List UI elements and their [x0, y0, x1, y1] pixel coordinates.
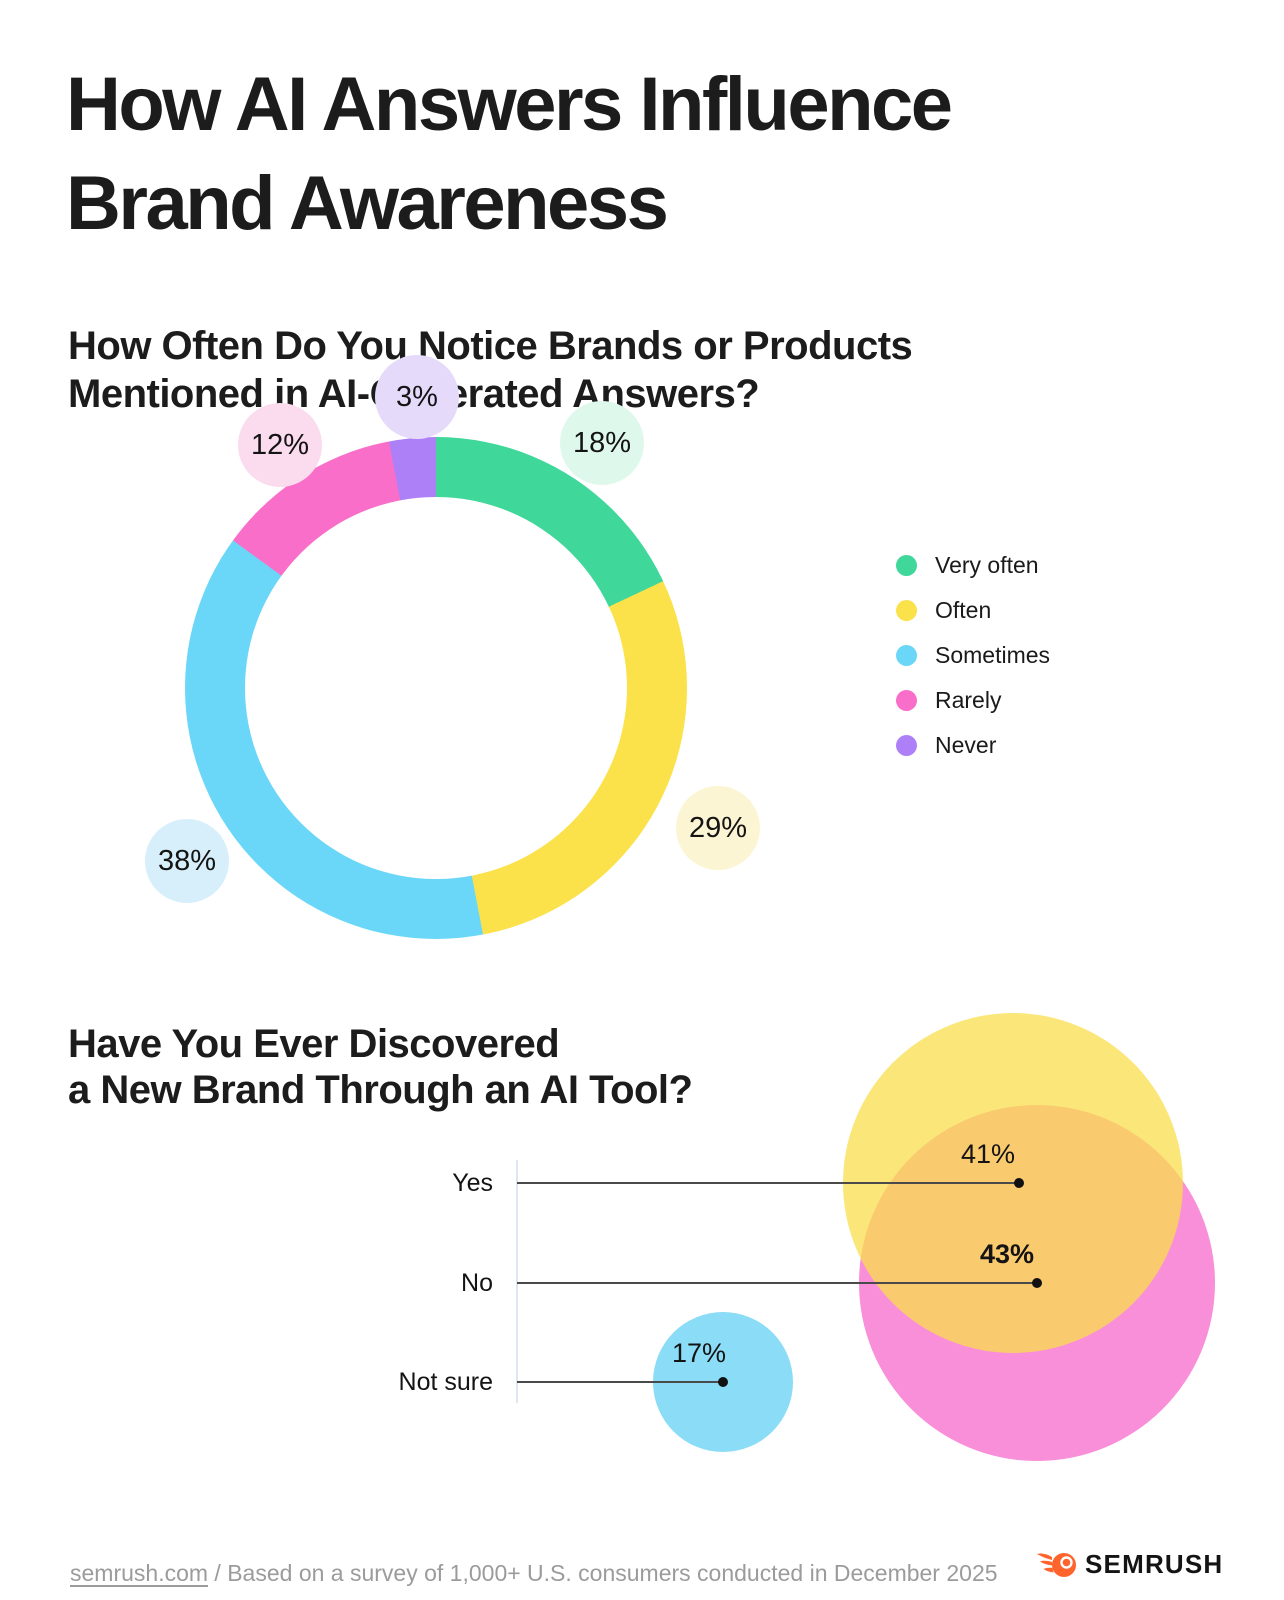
- legend-label: Sometimes: [935, 641, 1051, 668]
- source-note: / Based on a survey of 1,000+ U.S. consu…: [208, 1560, 998, 1586]
- donut-callout-never: 3%: [375, 355, 459, 439]
- row-label-no: No: [461, 1269, 493, 1297]
- legend-dot-icon: [896, 689, 917, 711]
- donut-callout-value: 3%: [396, 380, 438, 413]
- legend-label: Rarely: [935, 686, 1002, 713]
- source-attribution: semrush.com / Based on a survey of 1,000…: [70, 1560, 998, 1587]
- row-connector-yes: [517, 1182, 1019, 1184]
- row-dot-yes: [1014, 1178, 1024, 1188]
- legend-item-very-often: Very often: [896, 551, 1050, 578]
- legend-label: Often: [935, 596, 992, 623]
- page-title: How AI Answers Influence Brand Awareness: [66, 62, 953, 246]
- donut-callout-value: 12%: [250, 428, 310, 461]
- donut-chart: [185, 437, 687, 939]
- donut-section-heading: How Often Do You Notice Brands or Produc…: [68, 324, 913, 416]
- row-label-not-sure: Not sure: [398, 1368, 493, 1396]
- bubble-axis: [516, 1160, 518, 1403]
- row-connector-not-sure: [517, 1381, 723, 1383]
- legend-item-rarely: Rarely: [896, 686, 1050, 713]
- row-connector-no: [517, 1282, 1037, 1284]
- donut-callout-value: 18%: [572, 426, 632, 459]
- legend-label: Never: [935, 731, 997, 758]
- donut-callout-sometimes: 38%: [145, 819, 229, 903]
- semrush-logo-text: SEMRUSH: [1085, 1549, 1224, 1579]
- legend-dot-icon: [896, 734, 917, 756]
- bubble-section-heading: Have You Ever Discovered a New Brand Thr…: [68, 1022, 693, 1112]
- legend-item-never: Never: [896, 731, 1050, 758]
- legend-item-often: Often: [896, 596, 1050, 623]
- donut-hole: [245, 497, 627, 879]
- semrush-logo: SEMRUSH: [1036, 1549, 1223, 1580]
- semrush-flame-icon: [1037, 1552, 1076, 1577]
- row-value-no: 43%: [979, 1239, 1035, 1269]
- row-value-yes: 41%: [960, 1139, 1016, 1169]
- legend-item-sometimes: Sometimes: [896, 641, 1051, 668]
- legend-label: Very often: [935, 551, 1039, 578]
- donut-callout-value: 38%: [157, 844, 217, 877]
- row-dot-no: [1032, 1278, 1042, 1288]
- donut-legend: Very often Often Sometimes Rarely Never: [896, 551, 1051, 758]
- donut-callout-value: 29%: [688, 811, 748, 844]
- legend-dot-icon: [896, 644, 917, 666]
- row-value-not-sure: 17%: [671, 1338, 727, 1368]
- donut-callout-rarely: 12%: [238, 403, 322, 487]
- legend-dot-icon: [896, 599, 917, 621]
- row-dot-not-sure: [718, 1377, 728, 1387]
- row-label-yes: Yes: [452, 1169, 493, 1197]
- legend-dot-icon: [896, 554, 917, 576]
- donut-callout-very-often: 18%: [560, 401, 644, 485]
- semrush-link[interactable]: semrush.com: [70, 1560, 209, 1586]
- donut-callout-often: 29%: [676, 786, 760, 870]
